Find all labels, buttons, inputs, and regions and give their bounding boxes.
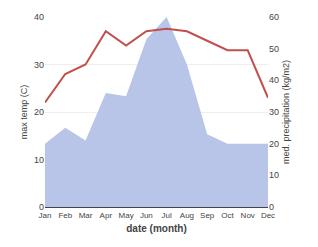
svg-text:Apr: Apr [100,211,113,220]
svg-text:Oct: Oct [221,211,234,220]
svg-text:Jun: Jun [140,211,153,220]
svg-text:10: 10 [34,155,44,165]
svg-text:Aug: Aug [180,211,194,220]
svg-text:Mar: Mar [79,211,93,220]
svg-text:med. precipitation (kg/m2): med. precipitation (kg/m2) [281,60,291,164]
svg-text:max temp (C): max temp (C) [19,85,29,140]
svg-text:30: 30 [269,107,279,117]
svg-text:0: 0 [269,202,274,212]
svg-text:40: 40 [269,75,279,85]
svg-text:0: 0 [39,202,44,212]
svg-text:date (month): date (month) [126,223,187,234]
svg-text:40: 40 [34,12,44,22]
svg-text:Dec: Dec [261,211,275,220]
svg-text:Nov: Nov [241,211,255,220]
svg-text:20: 20 [269,139,279,149]
svg-text:50: 50 [269,44,279,54]
svg-text:Jan: Jan [39,211,52,220]
svg-text:Jul: Jul [162,211,172,220]
svg-text:10: 10 [269,170,279,180]
svg-text:60: 60 [269,12,279,22]
svg-text:Feb: Feb [58,211,72,220]
svg-text:20: 20 [34,107,44,117]
svg-text:Sep: Sep [200,211,215,220]
svg-text:30: 30 [34,60,44,70]
svg-text:May: May [119,211,134,220]
